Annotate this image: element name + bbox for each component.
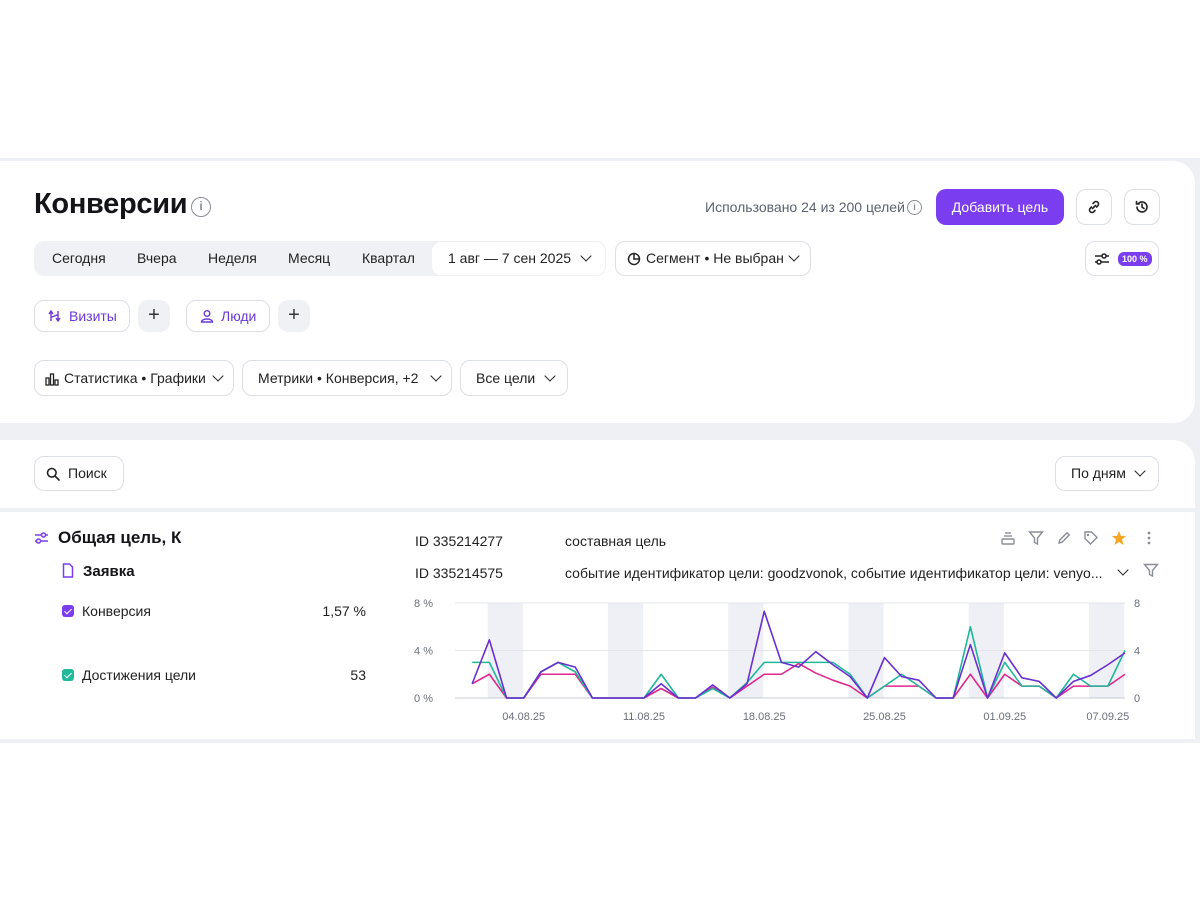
search-label: Поиск — [68, 465, 107, 481]
chevron-down-icon — [430, 370, 442, 382]
x-tick-label: 01.09.25 — [983, 711, 1026, 723]
y-right-tick-label: 0 — [1134, 693, 1140, 705]
goal-id-2[interactable]: ID 335214575 — [415, 565, 503, 581]
achievements-checkbox[interactable] — [62, 669, 74, 681]
period-today[interactable]: Сегодня — [52, 250, 106, 266]
visits-chip[interactable]: Визиты — [34, 300, 130, 332]
conversion-value: 1,57 % — [322, 603, 366, 619]
y-right-tick-label: 8 — [1134, 598, 1140, 610]
filter-icon[interactable] — [1028, 530, 1044, 546]
goal-type-1: составная цель — [565, 533, 667, 549]
series-line — [471, 662, 1126, 699]
metrics-dropdown-label: Метрики • Конверсия, +2 — [258, 370, 419, 386]
add-goal-button[interactable]: Добавить цель — [936, 189, 1064, 225]
add-visits-filter-button[interactable]: + — [138, 300, 170, 332]
chevron-down-icon — [788, 250, 800, 262]
stack-icon[interactable] — [1000, 530, 1016, 546]
goals-dropdown-label: Все цели — [476, 370, 536, 386]
copy-link-button[interactable] — [1076, 189, 1112, 225]
star-icon[interactable] — [1111, 530, 1127, 546]
people-chip[interactable]: Люди — [186, 300, 270, 332]
x-tick-label: 18.08.25 — [743, 711, 786, 723]
bar-chart-icon — [45, 373, 59, 386]
person-icon — [200, 310, 214, 323]
conversion-checkbox[interactable] — [62, 605, 74, 617]
x-tick-label: 11.08.25 — [623, 711, 665, 723]
conversion-chart[interactable]: 8 % 8 4 % 4 0 % 0 04.08.25 11.08.25 18.08.25 25.0… — [405, 590, 1165, 730]
pencil-icon[interactable] — [1056, 530, 1072, 546]
x-tick-label: 25.08.25 — [863, 711, 906, 723]
period-month[interactable]: Месяц — [288, 250, 331, 266]
period-quarter[interactable]: Квартал — [362, 250, 415, 266]
grouping-label: По дням — [1071, 465, 1126, 481]
history-button[interactable] — [1124, 189, 1160, 225]
people-chip-label: Люди — [221, 308, 257, 324]
y-left-tick-label: 0 % — [414, 693, 433, 705]
segment-dropdown[interactable]: Сегмент • Не выбран — [615, 241, 811, 276]
series-line — [472, 625, 1126, 699]
date-range-picker[interactable]: 1 авг — 7 сен 2025 — [432, 242, 605, 275]
view-dropdown-label: Статистика • Графики — [64, 370, 206, 386]
x-tick-label: 04.08.25 — [502, 711, 545, 723]
page-title: Конверсии — [34, 188, 188, 220]
period-week[interactable]: Неделя — [208, 250, 257, 266]
achievements-value: 53 — [350, 667, 366, 683]
metrics-dropdown[interactable]: Метрики • Конверсия, +2 — [242, 360, 452, 396]
tag-icon[interactable] — [1083, 530, 1099, 546]
usage-info-icon[interactable]: i — [907, 200, 922, 215]
link-icon — [1088, 200, 1100, 214]
sliders-icon — [1095, 253, 1109, 265]
report-settings-button[interactable]: 100 % — [1085, 241, 1159, 276]
date-range-label: 1 авг — 7 сен 2025 — [448, 250, 572, 266]
y-left-tick-label: 4 % — [414, 646, 433, 658]
goals-dropdown[interactable]: Все цели — [460, 360, 568, 396]
view-dropdown[interactable]: Статистика • Графики — [34, 360, 234, 396]
pie-chart-icon — [627, 252, 641, 266]
period-selector: Сегодня Вчера Неделя Месяц Квартал 1 авг… — [34, 241, 606, 276]
goals-usage-text: Использовано 24 из 200 целей — [705, 199, 905, 215]
grouping-dropdown[interactable]: По дням — [1055, 456, 1159, 491]
y-left-tick-label: 8 % — [414, 598, 433, 610]
info-icon[interactable]: i — [191, 197, 211, 217]
chevron-down-icon — [212, 370, 224, 382]
period-yesterday[interactable]: Вчера — [137, 250, 177, 266]
goal-settings-icon[interactable] — [34, 531, 49, 545]
goal-title: Общая цель, К — [58, 528, 182, 547]
chevron-down-icon — [580, 250, 592, 262]
chevron-down-icon — [544, 370, 556, 382]
add-people-filter-button[interactable]: + — [278, 300, 310, 332]
filter-icon[interactable] — [1143, 563, 1159, 578]
achievements-label: Достижения цели — [82, 667, 197, 683]
goal-type-2: событие идентификатор цели: goodzvonok, … — [565, 565, 1103, 581]
y-right-tick-label: 4 — [1134, 646, 1140, 658]
history-icon — [1135, 200, 1148, 213]
goal-id-1[interactable]: ID 335214277 — [415, 533, 503, 549]
search-icon — [46, 467, 60, 481]
document-icon — [62, 563, 74, 578]
visits-icon — [48, 309, 61, 323]
visits-chip-label: Визиты — [69, 308, 117, 324]
series-line — [471, 610, 1126, 699]
x-tick-label: 07.09.25 — [1086, 711, 1129, 723]
search-button[interactable]: Поиск — [34, 456, 124, 491]
toolbar-card — [0, 440, 1195, 508]
segment-label: Сегмент • Не выбран — [646, 250, 784, 266]
conversion-label: Конверсия — [82, 603, 151, 619]
chevron-down-icon — [1134, 465, 1146, 477]
subgoal-title: Заявка — [83, 563, 135, 580]
sampling-badge: 100 % — [1118, 252, 1152, 266]
more-vertical-icon[interactable] — [1141, 530, 1157, 546]
